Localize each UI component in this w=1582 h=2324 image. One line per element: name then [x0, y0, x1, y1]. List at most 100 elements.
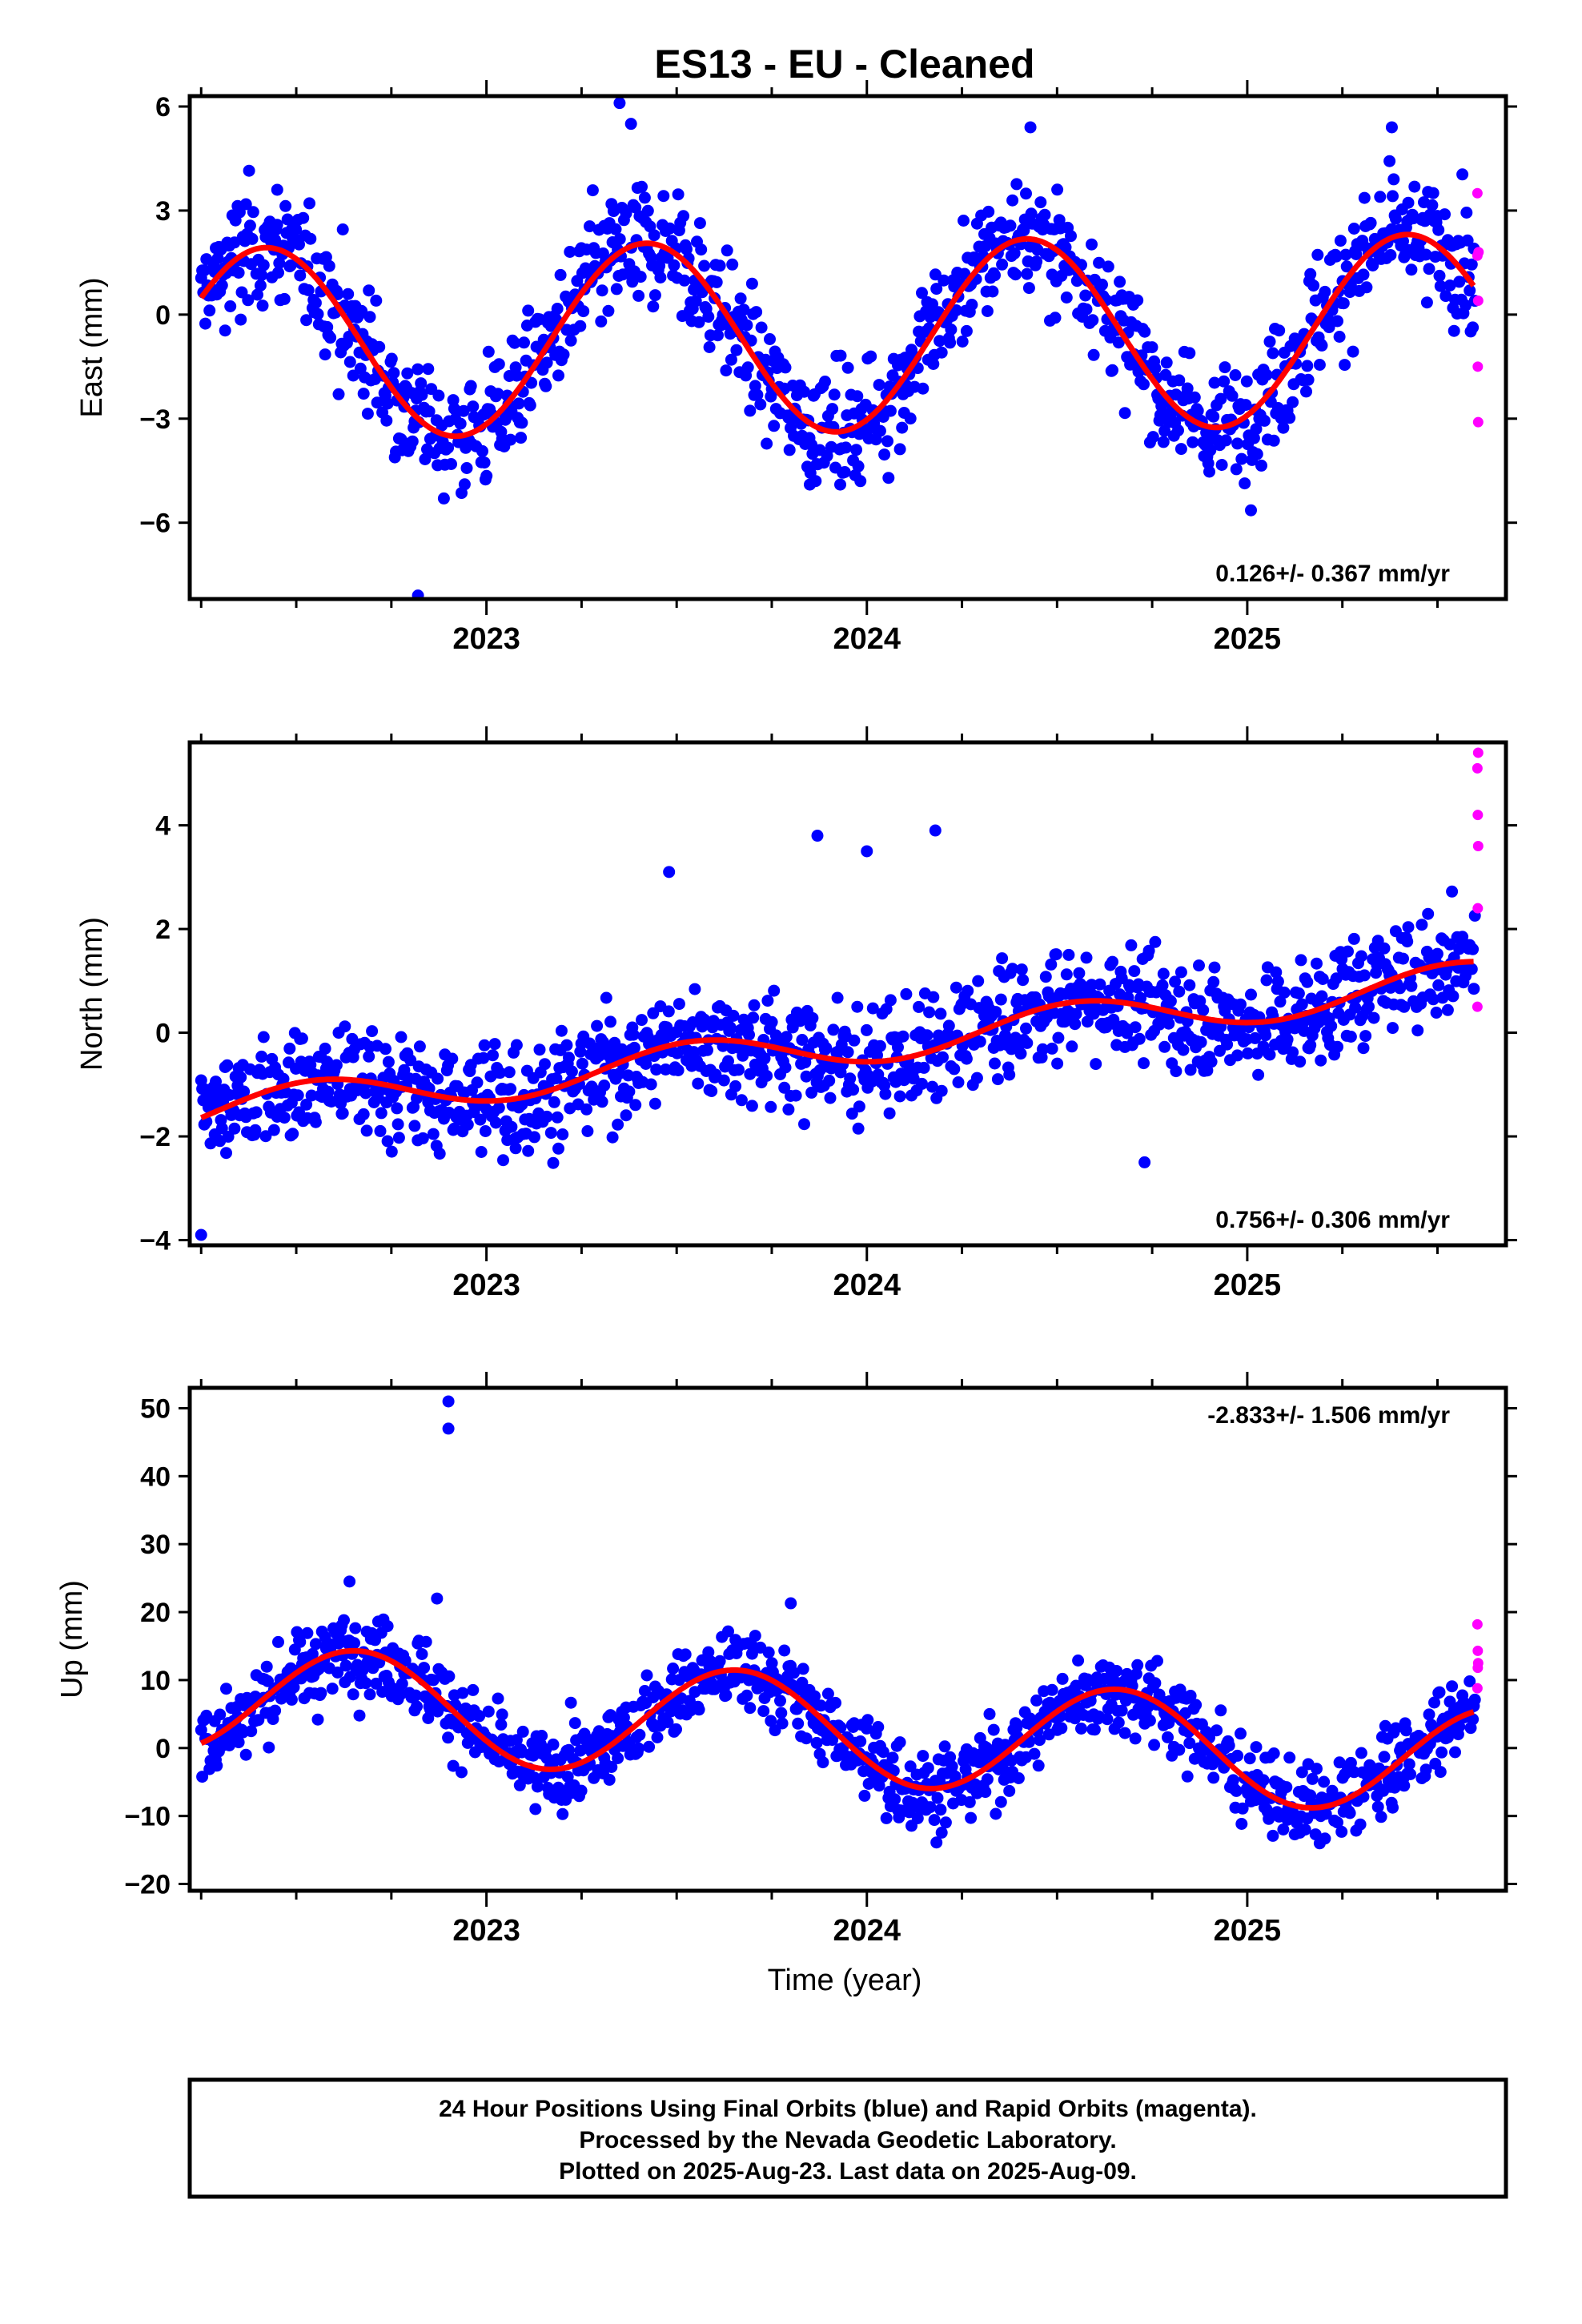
- east-final-point: [960, 324, 973, 337]
- north-final-point: [1249, 1031, 1262, 1044]
- up-final-point: [456, 1687, 469, 1699]
- north-final-point: [892, 1041, 904, 1054]
- up-final-point: [605, 1761, 618, 1773]
- north-final-point: [604, 1015, 616, 1028]
- north-final-point: [729, 1080, 742, 1092]
- up-final-point: [612, 1752, 624, 1764]
- up-final-point: [575, 1784, 588, 1797]
- up-final-point: [757, 1705, 770, 1718]
- north-final-point: [689, 983, 701, 995]
- x-axis-label: Time (year): [768, 1964, 922, 1997]
- east-final-point: [1358, 191, 1371, 204]
- east-final-point: [1004, 219, 1017, 232]
- up-final-point: [1378, 1751, 1391, 1763]
- up-final-point: [749, 1630, 761, 1642]
- north-final-point: [880, 1003, 893, 1015]
- north-final-point: [477, 1051, 490, 1064]
- north-final-point: [1142, 944, 1155, 957]
- up-final-point: [880, 1811, 893, 1824]
- up-final-point: [1283, 1751, 1296, 1764]
- up-final-point: [418, 1662, 431, 1675]
- up-final-point: [1250, 1741, 1263, 1754]
- east-final-point: [482, 345, 495, 358]
- up-final-point: [467, 1683, 480, 1696]
- north-final-point: [612, 1118, 624, 1131]
- north-final-point: [1169, 975, 1182, 988]
- east-final-point: [518, 336, 530, 349]
- north-final-point: [853, 1100, 865, 1113]
- north-final-point: [1020, 1022, 1032, 1035]
- north-final-point: [844, 1072, 857, 1085]
- east-final-point: [1334, 235, 1347, 247]
- east-final-point: [1020, 187, 1032, 200]
- north-final-points: [195, 824, 1481, 1241]
- east-final-point: [385, 352, 398, 365]
- north-final-point: [1177, 1043, 1190, 1056]
- up-final-point: [1344, 1756, 1357, 1769]
- north-final-point: [747, 1011, 760, 1024]
- north-final-point: [385, 1145, 398, 1158]
- up-final-point: [456, 1766, 468, 1779]
- east-outlier-point: [833, 478, 846, 491]
- north-final-point: [1014, 1047, 1027, 1060]
- up-final-point: [315, 1687, 327, 1699]
- east-final-point: [703, 341, 716, 353]
- east-final-point: [689, 295, 702, 308]
- up-final-point: [1183, 1737, 1196, 1750]
- east-final-point: [893, 443, 906, 456]
- north-final-point: [1397, 952, 1409, 965]
- north-final-point: [287, 1128, 299, 1140]
- up-final-point: [1387, 1801, 1399, 1814]
- north-final-point: [852, 1122, 865, 1135]
- up-final-point: [904, 1760, 917, 1773]
- up-final-point: [889, 1793, 901, 1806]
- north-final-point: [1349, 1001, 1362, 1014]
- up-ytick-label: 10: [140, 1666, 171, 1696]
- east-final-point: [935, 346, 948, 359]
- north-final-point: [1355, 950, 1367, 963]
- east-final-point: [271, 219, 283, 231]
- up-final-point: [196, 1771, 209, 1783]
- up-final-point: [1306, 1772, 1319, 1785]
- east-final-point: [1456, 168, 1469, 181]
- north-final-point: [698, 1013, 711, 1026]
- north-final-point: [359, 1087, 372, 1100]
- north-final-point: [705, 1085, 718, 1097]
- up-final-point: [1118, 1727, 1131, 1739]
- east-final-point: [319, 348, 331, 361]
- up-final-point: [1318, 1775, 1331, 1788]
- north-final-point: [563, 1051, 575, 1064]
- east-final-point: [1226, 389, 1239, 402]
- east-outlier-point: [412, 589, 424, 599]
- east-rapid-point: [1472, 187, 1483, 199]
- east-final-point: [1038, 208, 1051, 221]
- east-final-point: [1240, 375, 1253, 388]
- north-final-point: [427, 1128, 440, 1140]
- north-final-point: [522, 1144, 535, 1157]
- up-final-point: [1295, 1766, 1308, 1779]
- up-final-point: [670, 1723, 682, 1735]
- east-final-point: [1022, 282, 1035, 295]
- north-final-point: [325, 1096, 338, 1108]
- north-final-point: [1271, 975, 1284, 988]
- north-final-point: [1051, 1057, 1064, 1070]
- east-final-point: [272, 266, 284, 279]
- north-xtick-label: 2023: [452, 1269, 520, 1302]
- east-final-point: [1034, 196, 1047, 209]
- north-final-point: [1292, 987, 1305, 999]
- up-final-point: [938, 1740, 951, 1753]
- north-final-point: [722, 1055, 734, 1068]
- east-final-point: [1191, 404, 1204, 417]
- up-final-point: [1173, 1743, 1186, 1756]
- north-final-point: [1050, 948, 1062, 961]
- east-outlier-point: [1385, 121, 1398, 134]
- north-final-point: [249, 1124, 262, 1136]
- panel-up: 50 40 30 20 10 0 −10 −20 2023 2024 2025 Up (mm) -2.8…: [55, 1372, 1517, 1948]
- up-final-point: [1236, 1802, 1249, 1815]
- north-final-point: [1287, 1046, 1299, 1059]
- up-final-point: [633, 1728, 646, 1741]
- east-final-point: [1311, 248, 1324, 261]
- north-final-point: [1270, 966, 1283, 979]
- east-final-point: [838, 466, 851, 478]
